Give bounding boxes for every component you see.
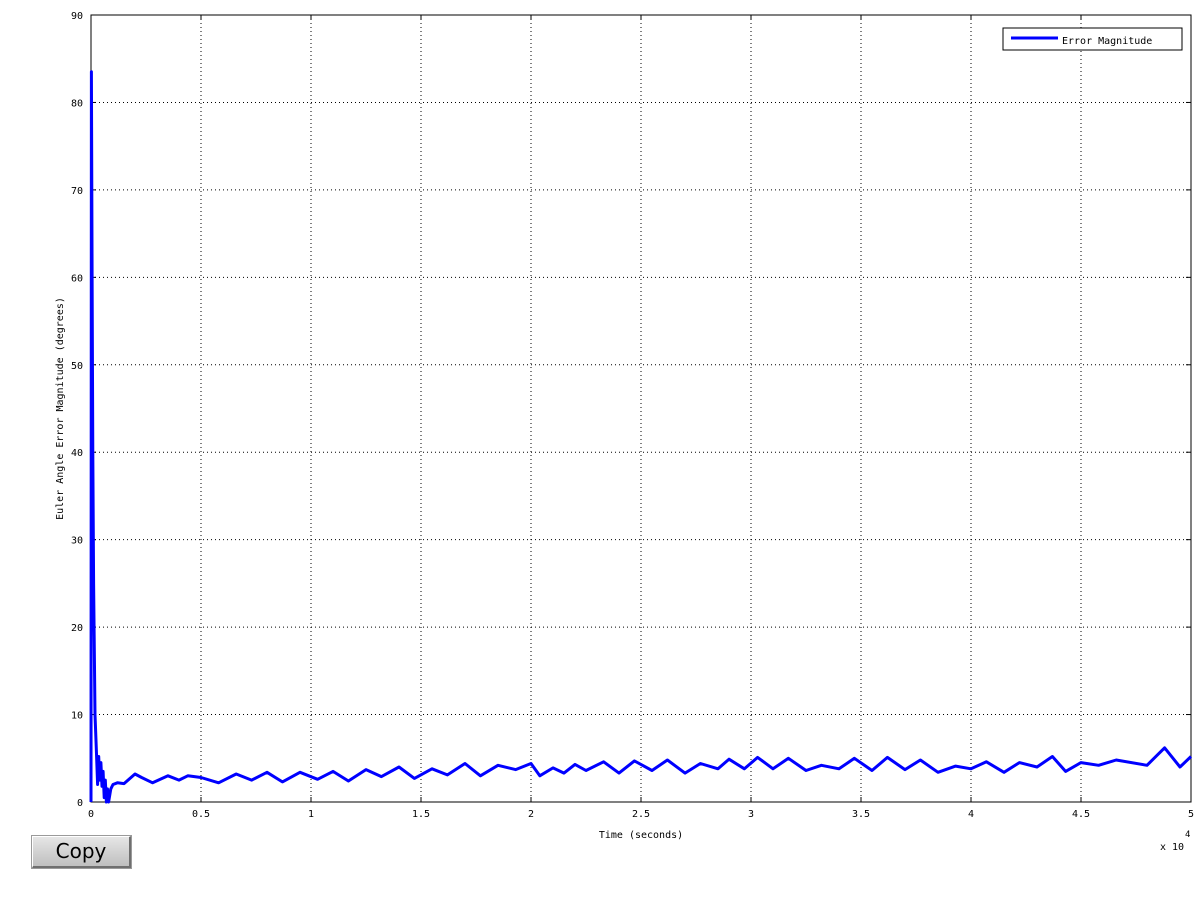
y-tick-label: 50 xyxy=(71,361,83,372)
y-tick-label: 70 xyxy=(71,186,83,197)
x-tick-label: 0.5 xyxy=(192,809,210,820)
y-axis-label: Euler Angle Error Magnitude (degrees) xyxy=(55,297,66,520)
x-tick-label: 3.5 xyxy=(852,809,870,820)
legend-box xyxy=(1002,27,1183,51)
series-layer xyxy=(89,70,1193,804)
x-tick-label: 2 xyxy=(528,809,534,820)
x-axis-exponent-power: 4 xyxy=(1185,830,1190,840)
y-tick-label: 0 xyxy=(77,798,83,809)
x-tick-label: 2.5 xyxy=(632,809,650,820)
y-tick-label: 40 xyxy=(71,448,83,459)
copy-button[interactable]: Copy xyxy=(31,835,132,869)
legend-entry-error-magnitude: Error Magnitude xyxy=(1062,36,1152,47)
y-axis-tick-labels: 0 10 20 30 40 50 60 70 80 90 xyxy=(71,11,83,809)
x-tick-label: 1.5 xyxy=(412,809,430,820)
x-tick-label: 3 xyxy=(748,809,754,820)
y-tick-label: 60 xyxy=(71,273,83,284)
x-tick-label: 0 xyxy=(88,809,94,820)
x-tick-label: 5 xyxy=(1188,809,1194,820)
y-tick-label: 90 xyxy=(71,11,83,22)
y-tick-label: 80 xyxy=(71,98,83,109)
series-line-error-magnitude xyxy=(89,70,1193,804)
y-tick-label: 30 xyxy=(71,536,83,547)
y-tick-label: 10 xyxy=(71,711,83,722)
tick-marks xyxy=(90,14,1192,803)
x-axis-label: Time (seconds) xyxy=(599,830,683,841)
x-axis-tick-labels: 0 0.5 1 1.5 2 2.5 3 3.5 4 4.5 5 xyxy=(88,809,1194,820)
y-tick-label: 20 xyxy=(71,623,83,634)
legend: Error Magnitude xyxy=(1002,27,1183,51)
x-tick-label: 4.5 xyxy=(1072,809,1090,820)
x-tick-label: 1 xyxy=(308,809,314,820)
x-tick-label: 4 xyxy=(968,809,974,820)
x-axis-exponent-base: x 10 xyxy=(1160,842,1184,853)
grid-lines xyxy=(91,15,1191,802)
